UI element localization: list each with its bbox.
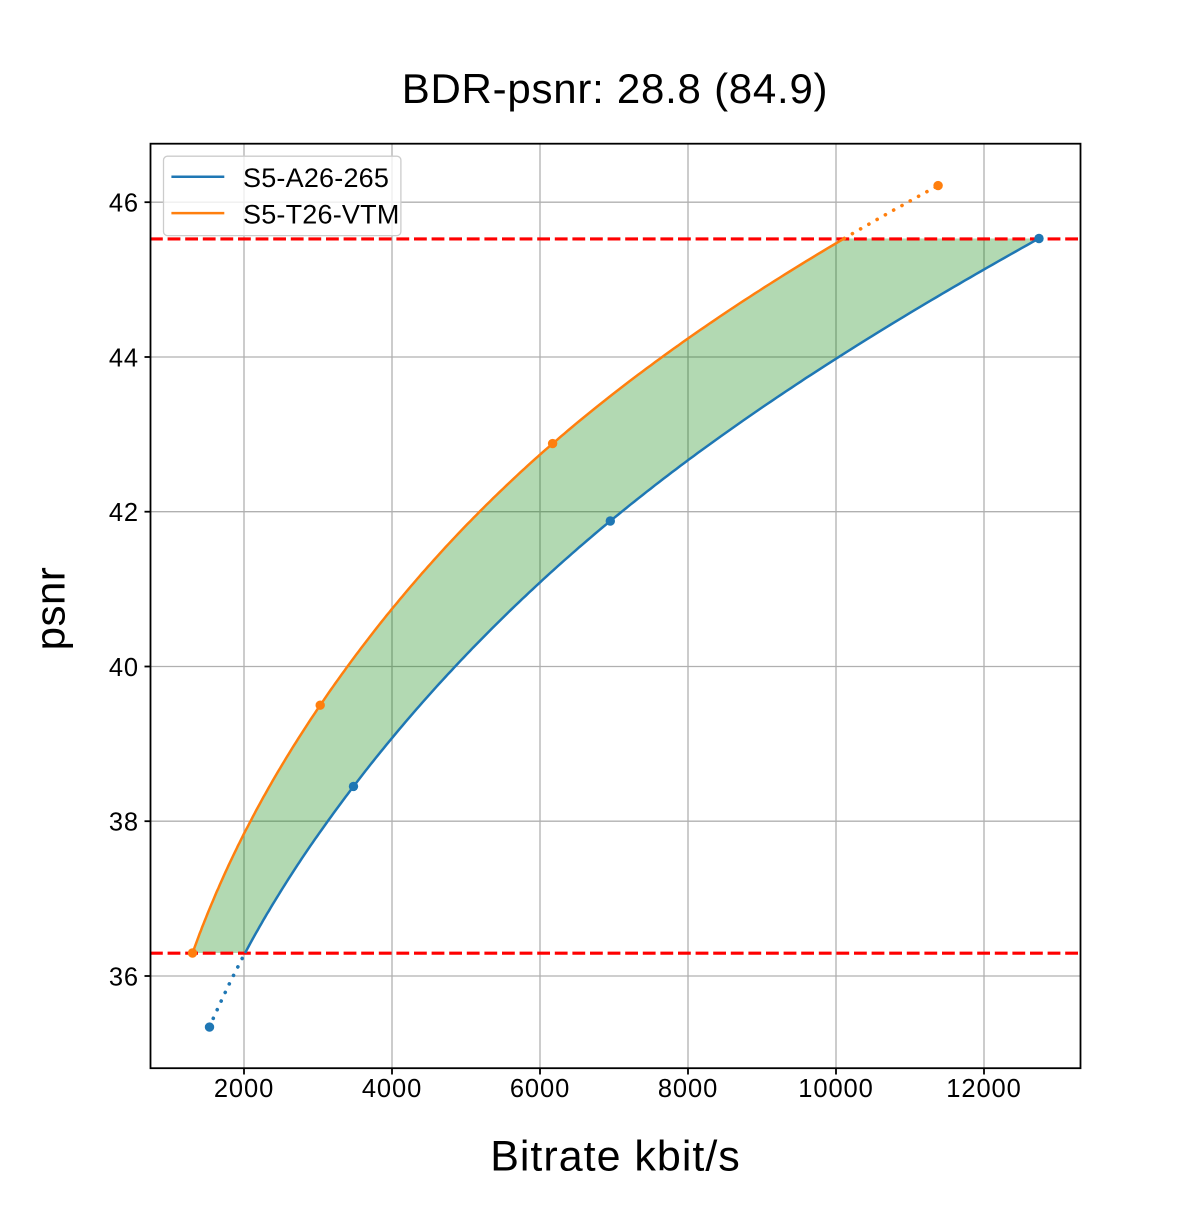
svg-text:BDR-psnr: 28.8 (84.9): BDR-psnr: 28.8 (84.9) xyxy=(402,65,829,112)
svg-text:6000: 6000 xyxy=(510,1075,570,1103)
svg-text:12000: 12000 xyxy=(946,1075,1021,1103)
svg-text:36: 36 xyxy=(109,963,139,991)
svg-text:2000: 2000 xyxy=(214,1075,274,1103)
svg-text:S5-A26-265: S5-A26-265 xyxy=(243,163,389,193)
svg-text:44: 44 xyxy=(109,344,139,372)
svg-text:4000: 4000 xyxy=(362,1075,422,1103)
svg-text:Bitrate kbit/s: Bitrate kbit/s xyxy=(490,1132,741,1180)
svg-text:psnr: psnr xyxy=(27,567,74,651)
svg-text:S5-T26-VTM: S5-T26-VTM xyxy=(243,199,400,229)
svg-text:8000: 8000 xyxy=(658,1075,718,1103)
svg-text:38: 38 xyxy=(109,809,139,837)
svg-text:40: 40 xyxy=(109,654,139,682)
svg-text:42: 42 xyxy=(109,499,139,527)
svg-text:46: 46 xyxy=(109,190,139,218)
svg-text:10000: 10000 xyxy=(798,1075,873,1103)
